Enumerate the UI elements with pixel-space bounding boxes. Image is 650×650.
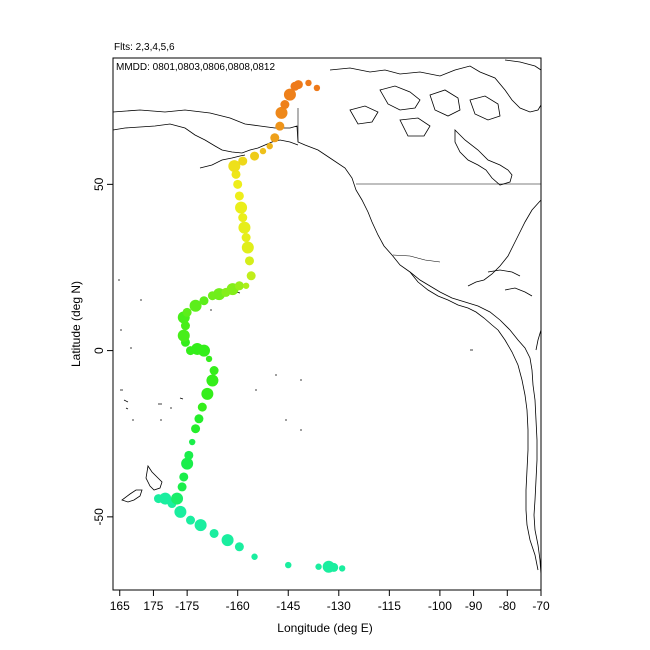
x-tick-label: -175	[175, 599, 199, 613]
border-usa-mexico	[392, 254, 441, 263]
coastline-arctic-islands	[349, 85, 501, 137]
x-tick-label: -90	[465, 599, 483, 613]
pacific-islands	[118, 279, 473, 431]
trajectory-point	[280, 100, 290, 110]
trajectory-point	[315, 563, 322, 570]
trajectory-point	[283, 88, 296, 101]
trajectory-point	[329, 562, 339, 572]
coastline-south-america-west	[497, 329, 539, 571]
coastline-south-america-east	[535, 329, 542, 351]
trajectory-point	[209, 366, 219, 376]
trajectory-point	[235, 201, 248, 214]
trajectory-point	[270, 133, 280, 143]
flights-label: Flts: 2,3,4,5,6	[114, 42, 175, 53]
y-tick-label: -50	[92, 508, 106, 526]
trajectory-point	[231, 169, 241, 179]
trajectory-point	[194, 519, 207, 532]
trajectory-point	[251, 553, 258, 560]
trajectory-point	[186, 515, 196, 525]
trajectory-point	[179, 472, 189, 482]
trajectory-point	[181, 457, 194, 470]
y-tick-label: 50	[92, 177, 106, 191]
trajectory-point	[228, 160, 241, 173]
trajectory-point	[234, 281, 244, 291]
trajectory-point	[205, 355, 213, 363]
trajectory-point	[186, 346, 196, 356]
trajectory-point	[241, 241, 254, 254]
trajectory-point	[250, 151, 260, 161]
x-tick-label: -80	[499, 599, 517, 613]
x-axis-label: Longitude (deg E)	[277, 621, 372, 635]
coastline-greenland-edge	[504, 59, 542, 71]
trajectory-point	[238, 221, 251, 234]
coastline-canada-arctic	[329, 65, 542, 113]
trajectory-point	[180, 321, 190, 331]
trajectory-point	[182, 307, 192, 317]
trajectory-point	[177, 329, 190, 342]
trajectory-point	[234, 542, 244, 552]
trajectory-points	[153, 79, 346, 573]
x-tick-label: 175	[143, 599, 163, 613]
x-tick-label: -70	[532, 599, 550, 613]
y-tick-label: 0	[92, 347, 106, 354]
plot-frame	[112, 57, 542, 591]
y-axis-label: Latitude (deg N)	[69, 281, 83, 367]
x-tick-label: -100	[428, 599, 452, 613]
coastline-hudson	[454, 129, 513, 186]
trajectory-point	[313, 84, 321, 92]
trajectory-point	[191, 424, 201, 434]
trajectory-point	[197, 402, 207, 412]
trajectory-point	[189, 299, 202, 312]
trajectory-point	[184, 450, 194, 460]
x-tick-label: -160	[226, 599, 250, 613]
x-tick-label: -115	[378, 599, 401, 613]
coastline-central-america	[409, 271, 499, 331]
trajectory-point	[201, 387, 214, 400]
x-tick-label: 165	[110, 599, 130, 613]
trajectory-point	[206, 374, 219, 387]
dates-label: MMDD: 0801,0803,0806,0808,0812	[116, 62, 275, 73]
trajectory-point	[233, 179, 243, 189]
x-axis: 165 175 -175 -160 -145 -130 -115 -100 -90 -80 -70	[110, 590, 550, 613]
coastline-alaska	[112, 109, 542, 590]
coastline-aleutians	[199, 154, 246, 169]
coastline-east-america	[467, 199, 542, 287]
trajectory-point	[259, 147, 267, 155]
trajectory-point	[238, 156, 248, 166]
coastline-map	[112, 59, 542, 590]
x-tick-label: -145	[276, 599, 300, 613]
trajectory-point	[293, 80, 303, 90]
trajectory-point	[234, 191, 244, 201]
trajectory-point	[199, 296, 209, 306]
trajectory-point	[221, 534, 234, 547]
trajectory-point	[285, 561, 292, 569]
coastline-caribbean	[487, 269, 533, 297]
trajectory-point	[238, 213, 248, 223]
trajectory-point	[188, 438, 196, 446]
trajectory-point	[305, 79, 312, 87]
coastline-alaska-south	[112, 123, 299, 154]
trajectory-point	[194, 414, 204, 424]
trajectory-point	[174, 505, 187, 518]
trajectory-point	[171, 492, 184, 505]
trajectory-point	[275, 106, 288, 119]
y-axis: -50 0 50	[92, 177, 113, 526]
trajectory-point	[241, 233, 251, 243]
trajectory-point	[244, 256, 254, 266]
coastline-new-zealand	[121, 464, 163, 503]
trajectory-point	[266, 142, 273, 150]
trajectory-point	[242, 282, 250, 289]
x-tick-label: -130	[327, 599, 351, 613]
trajectory-point	[338, 565, 346, 572]
trajectory-point	[209, 528, 219, 538]
trajectory-point	[275, 121, 285, 131]
trajectory-point	[177, 482, 187, 492]
trajectory-point	[246, 271, 256, 281]
